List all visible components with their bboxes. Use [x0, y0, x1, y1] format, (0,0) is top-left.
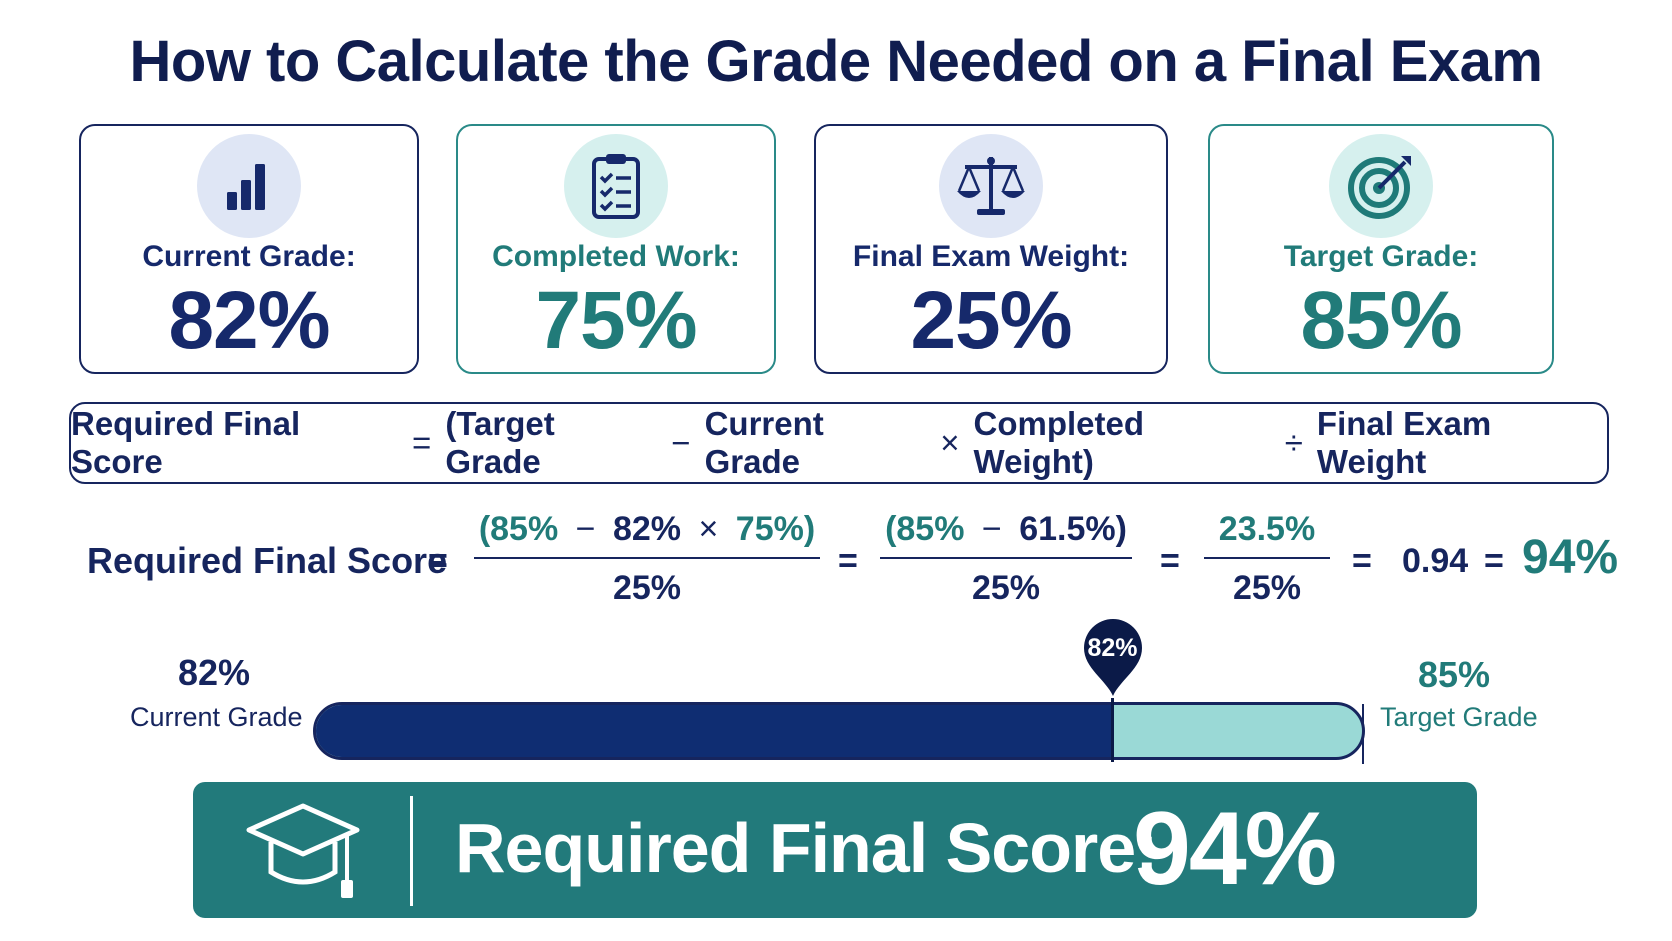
progress-current-label: Current Grade — [130, 702, 303, 732]
calc2-minus: − — [981, 510, 1002, 548]
final-exam-weight-card: Final Exam Weight: 25% — [814, 124, 1168, 374]
target-end-tick — [1362, 704, 1364, 764]
target-grade-value: 85% — [1300, 275, 1462, 366]
fraction-bar — [880, 557, 1132, 559]
formula-minus: − — [671, 424, 691, 461]
current-marker-line — [1111, 698, 1115, 762]
current-grade-label: Current Grade: — [142, 240, 356, 273]
calc3-numerator: 23.5% — [1218, 510, 1316, 548]
formula-target: (Target Grade — [445, 405, 555, 480]
fraction-bar — [474, 557, 820, 559]
calc1-target: (85% — [478, 510, 559, 548]
target-icon — [1329, 134, 1433, 238]
formula-lhs: Required Final Score — [71, 405, 301, 480]
calc-fraction-1: (85% − 82% × 75%) 25% — [474, 510, 820, 608]
calc1-completed: 75%) — [735, 510, 816, 548]
target-grade-card: Target Grade: 85% — [1208, 124, 1554, 374]
calc-fraction-3: 23.5% 25% — [1204, 510, 1330, 608]
scale-icon — [939, 134, 1043, 238]
banner-divider — [410, 796, 413, 906]
calc-fraction-2: (85% − 61.5%) 25% — [880, 510, 1132, 608]
grade-progress-bar — [313, 702, 1365, 760]
formula-box: Required Final Score = (Target Grade − C… — [69, 402, 1609, 484]
result-banner: Required Final Score: 94% — [193, 782, 1477, 918]
calc1-minus: − — [575, 510, 596, 548]
final-exam-weight-value: 25% — [910, 275, 1072, 366]
progress-target-value: 85% — [1418, 654, 1491, 695]
current-grade-marker: 82% — [1082, 618, 1144, 698]
current-grade-card: Current Grade: 82% — [79, 124, 419, 374]
calc-equals-4: = — [1352, 542, 1372, 580]
completed-work-card: Completed Work: 75% — [456, 124, 776, 374]
calc-equals-1: = — [428, 542, 448, 580]
calc-equals-5: = — [1484, 542, 1504, 580]
calc3-denominator: 25% — [1232, 569, 1302, 607]
calc1-times: × — [698, 510, 719, 548]
marker-label: 82% — [1087, 634, 1138, 662]
calc2-product: 61.5%) — [1019, 510, 1127, 548]
formula-equals: = — [412, 424, 432, 461]
formula-divide: ÷ — [1284, 424, 1303, 461]
bar-chart-icon — [197, 134, 301, 238]
calc2-target: (85% — [885, 510, 965, 548]
grade-progress-fill — [316, 705, 1111, 757]
graduation-cap-icon — [243, 800, 363, 909]
formula-completed: Completed Weight) — [973, 405, 1145, 480]
calc-decimal: 0.94 — [1402, 542, 1469, 580]
fraction-bar — [1204, 557, 1330, 559]
progress-current-value: 82% — [178, 652, 251, 693]
progress-target-label: Target Grade — [1380, 702, 1538, 732]
calc-label: Required Final Score — [87, 540, 448, 581]
formula-current: Current Grade — [704, 405, 824, 480]
page-title: How to Calculate the Grade Needed on a F… — [129, 29, 1543, 94]
completed-work-label: Completed Work: — [492, 240, 740, 273]
final-exam-weight-label: Final Exam Weight: — [852, 240, 1130, 273]
result-label: Required Final Score: — [455, 809, 1158, 887]
formula-times: × — [940, 424, 960, 461]
calc2-denominator: 25% — [971, 569, 1041, 607]
calc-equals-3: = — [1160, 542, 1180, 580]
formula-weight: Final Exam Weight — [1316, 405, 1492, 480]
result-value: 94% — [1133, 791, 1337, 907]
current-grade-value: 82% — [168, 275, 330, 366]
completed-work-value: 75% — [535, 275, 697, 366]
calc-result: 94% — [1522, 531, 1619, 584]
calc1-denominator: 25% — [612, 569, 682, 607]
calc1-current: 82% — [612, 510, 682, 548]
calc-equals-2: = — [838, 542, 858, 580]
target-grade-label: Target Grade: — [1283, 240, 1479, 273]
clipboard-checklist-icon — [564, 134, 668, 238]
